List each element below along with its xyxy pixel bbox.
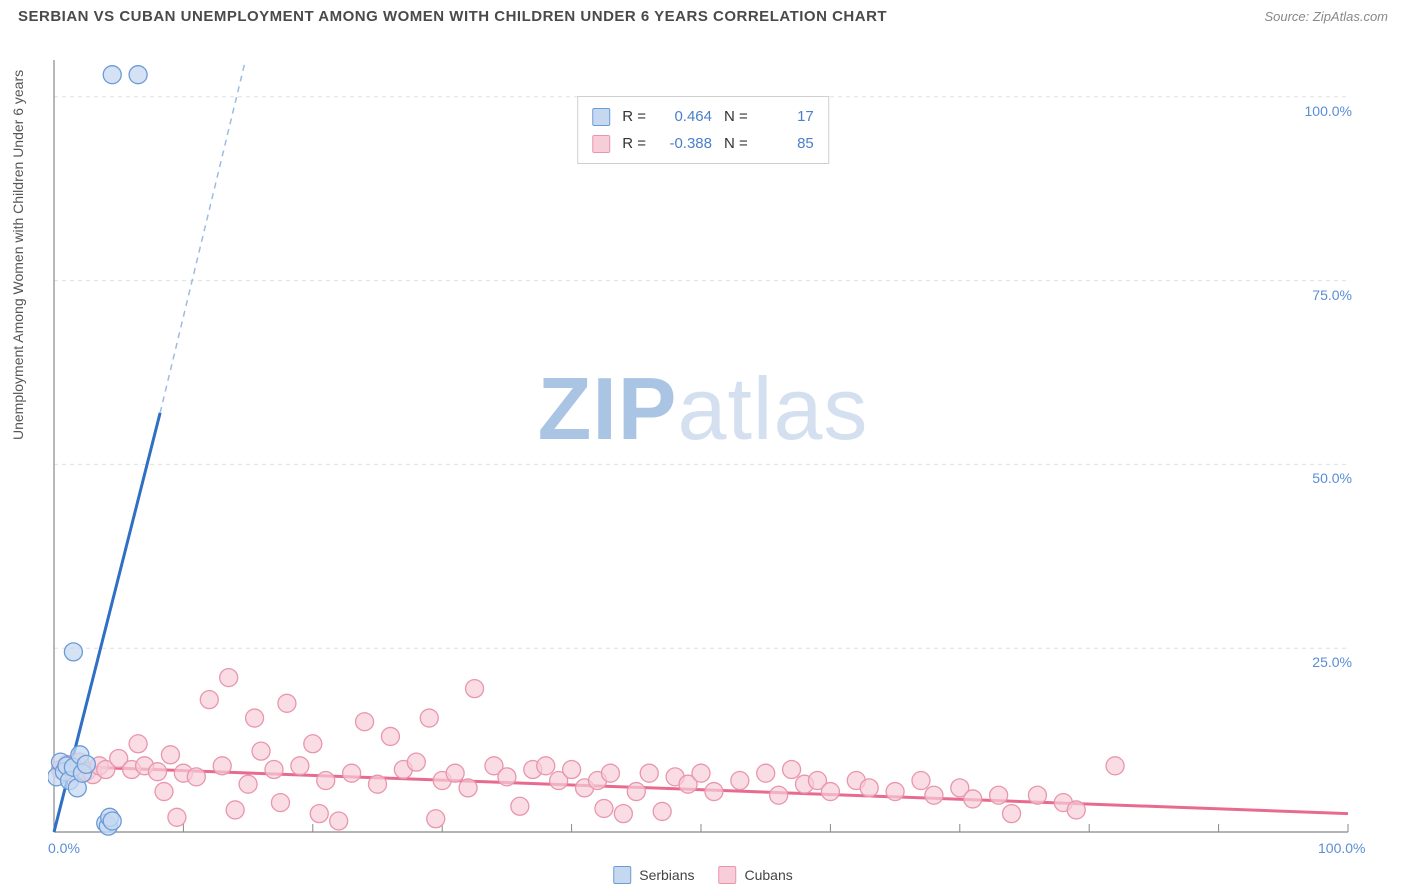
stats-n-value: 85 bbox=[760, 130, 814, 157]
legend-label: Cubans bbox=[745, 867, 793, 883]
chart-area: ZIPatlas R = 0.464 N = 17 R = -0.388 N =… bbox=[48, 46, 1358, 836]
y-tick-label: 50.0% bbox=[1292, 470, 1352, 486]
x-tick-label: 100.0% bbox=[1318, 840, 1365, 856]
legend-swatch-serbians bbox=[613, 866, 631, 884]
scatter-plot bbox=[48, 46, 1358, 836]
stats-swatch-serbians bbox=[592, 108, 610, 126]
y-tick-label: 25.0% bbox=[1292, 654, 1352, 670]
stats-r-label: R = bbox=[622, 130, 646, 157]
legend-swatch-cubans bbox=[719, 866, 737, 884]
y-tick-label: 75.0% bbox=[1292, 287, 1352, 303]
y-tick-label: 100.0% bbox=[1292, 103, 1352, 119]
stats-box: R = 0.464 N = 17 R = -0.388 N = 85 bbox=[577, 96, 829, 164]
stats-r-value: -0.388 bbox=[658, 130, 712, 157]
stats-n-label: N = bbox=[724, 130, 748, 157]
stats-swatch-cubans bbox=[592, 135, 610, 153]
stats-r-label: R = bbox=[622, 103, 646, 130]
stats-row-serbians: R = 0.464 N = 17 bbox=[592, 103, 814, 130]
chart-source: Source: ZipAtlas.com bbox=[1264, 9, 1388, 24]
stats-row-cubans: R = -0.388 N = 85 bbox=[592, 130, 814, 157]
stats-n-label: N = bbox=[724, 103, 748, 130]
y-axis-label: Unemployment Among Women with Children U… bbox=[10, 70, 26, 440]
stats-n-value: 17 bbox=[760, 103, 814, 130]
legend-item-cubans: Cubans bbox=[719, 866, 793, 884]
legend-label: Serbians bbox=[639, 867, 694, 883]
chart-header: SERBIAN VS CUBAN UNEMPLOYMENT AMONG WOME… bbox=[0, 0, 1406, 31]
stats-r-value: 0.464 bbox=[658, 103, 712, 130]
x-tick-label: 0.0% bbox=[48, 840, 80, 856]
chart-title: SERBIAN VS CUBAN UNEMPLOYMENT AMONG WOME… bbox=[18, 8, 887, 25]
legend: Serbians Cubans bbox=[613, 866, 793, 884]
legend-item-serbians: Serbians bbox=[613, 866, 694, 884]
